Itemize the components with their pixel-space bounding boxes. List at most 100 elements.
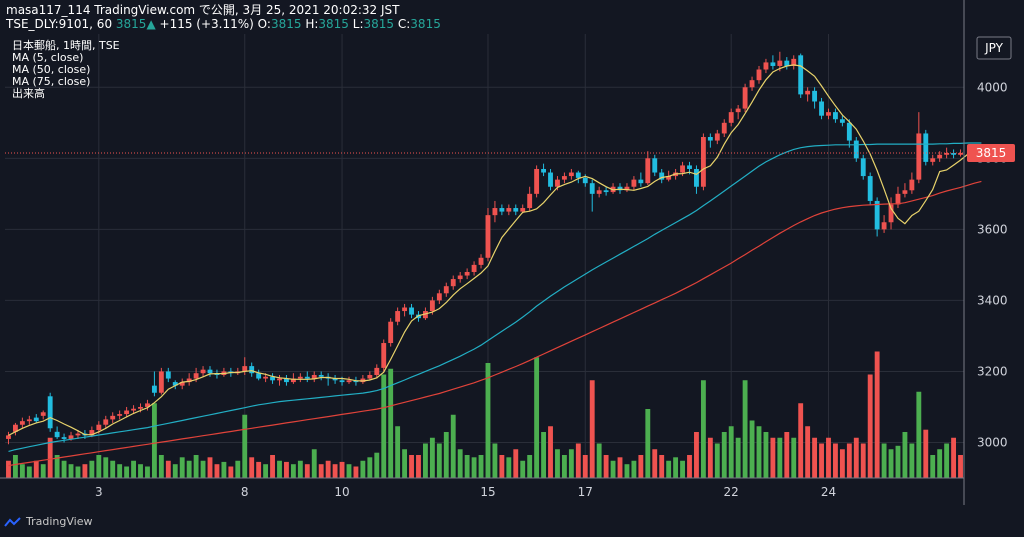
volume-bar	[895, 445, 901, 478]
candle-body	[951, 152, 957, 155]
candle-body	[381, 343, 387, 368]
price-tick-label: 3400	[977, 293, 1008, 307]
candle-body	[853, 140, 859, 159]
volume-bar	[395, 426, 401, 478]
candle-body	[520, 208, 526, 212]
volume-bar	[443, 432, 449, 478]
volume-bar	[12, 455, 18, 478]
candle-body	[26, 419, 32, 422]
volume-bar	[26, 466, 32, 478]
volume-bar	[47, 437, 53, 478]
volume-bar	[388, 368, 394, 478]
candle-body	[735, 108, 741, 113]
candle-body	[749, 80, 755, 88]
volume-bar	[568, 449, 574, 478]
volume-bar	[89, 460, 95, 478]
candle-body	[944, 152, 950, 155]
candle-body	[270, 376, 275, 381]
volume-bar	[666, 460, 672, 478]
volume-bar	[631, 460, 637, 478]
volume-bar	[777, 437, 783, 478]
volume-bar	[61, 460, 67, 478]
legend-ma75: MA (75, close)	[12, 75, 91, 88]
candle-body	[12, 424, 18, 432]
candle-body	[422, 311, 428, 319]
high-label: H:	[305, 17, 319, 31]
volume-bar	[277, 460, 282, 478]
volume-bar	[694, 432, 699, 478]
volume-bar	[555, 449, 560, 478]
candle-body	[207, 369, 213, 374]
volume-bar	[429, 437, 435, 478]
volume-bar	[742, 380, 748, 478]
candle-body	[311, 374, 317, 379]
price-change: +115 (+3.11%)	[159, 17, 254, 31]
candle-body	[374, 367, 380, 375]
candle-body	[930, 158, 936, 162]
candle-body	[680, 165, 685, 173]
volume-bar	[930, 455, 936, 478]
price-tick-label: 3200	[977, 364, 1008, 378]
candle-body	[659, 172, 665, 180]
moving-averages	[8, 64, 982, 467]
volume-bar	[680, 460, 685, 478]
legend-volume: 出来高	[12, 87, 45, 100]
price-tick-label: 4000	[977, 80, 1008, 94]
candle-body	[860, 158, 866, 177]
ma75-line	[8, 180, 982, 467]
volume-bar	[853, 437, 859, 478]
volume-bar	[381, 374, 387, 478]
volume-bar	[770, 437, 776, 478]
volume-bar	[165, 460, 171, 478]
candle-body	[652, 158, 658, 173]
volume-bar	[839, 449, 845, 478]
candle-body	[596, 190, 602, 194]
legend-ma5: MA (5, close)	[12, 51, 84, 64]
volume-bar	[242, 414, 248, 478]
candle-body	[555, 179, 560, 187]
time-tick-label: 24	[821, 485, 836, 499]
volume-bar	[756, 426, 762, 478]
volume-bar	[527, 455, 533, 478]
candle-body	[763, 62, 769, 70]
volume-bar	[311, 449, 317, 478]
candle-body	[124, 410, 130, 415]
candle-body	[624, 186, 630, 191]
volume-bar	[589, 380, 595, 478]
volume-bar	[485, 363, 491, 478]
volume-bar	[151, 403, 157, 478]
volume-bar	[937, 449, 943, 478]
volume-bar	[270, 455, 275, 478]
volume-bar	[318, 464, 324, 478]
open-value: 3815	[270, 17, 302, 31]
high-value: 3815	[318, 17, 349, 31]
volume-bar	[325, 460, 331, 478]
volume-bar	[714, 443, 720, 478]
candle-body	[402, 307, 408, 312]
footer-brand[interactable]: TradingView	[4, 515, 92, 528]
candle-body	[200, 369, 206, 374]
chart-axes: 3000320034003600380040003810151722243815…	[0, 0, 1015, 505]
candle-body	[617, 186, 623, 191]
volume-bar	[881, 443, 887, 478]
volume-bar	[805, 426, 811, 478]
volume-bar	[506, 457, 512, 478]
volume-bar	[409, 455, 414, 478]
candle-body	[839, 119, 845, 123]
candle-body	[263, 376, 269, 379]
current-price-badge	[967, 143, 1015, 162]
candle-body	[728, 112, 734, 123]
candle-body	[756, 69, 762, 81]
candle-body	[846, 122, 852, 141]
volume-bar	[548, 426, 553, 478]
candle-body	[277, 378, 282, 381]
candle-body	[332, 378, 338, 381]
candle-body	[492, 208, 498, 216]
volume-bar	[826, 437, 831, 478]
volume-bar	[353, 466, 359, 478]
volume-bar	[172, 464, 178, 478]
candle-body	[290, 378, 296, 383]
candle-body	[471, 264, 477, 272]
